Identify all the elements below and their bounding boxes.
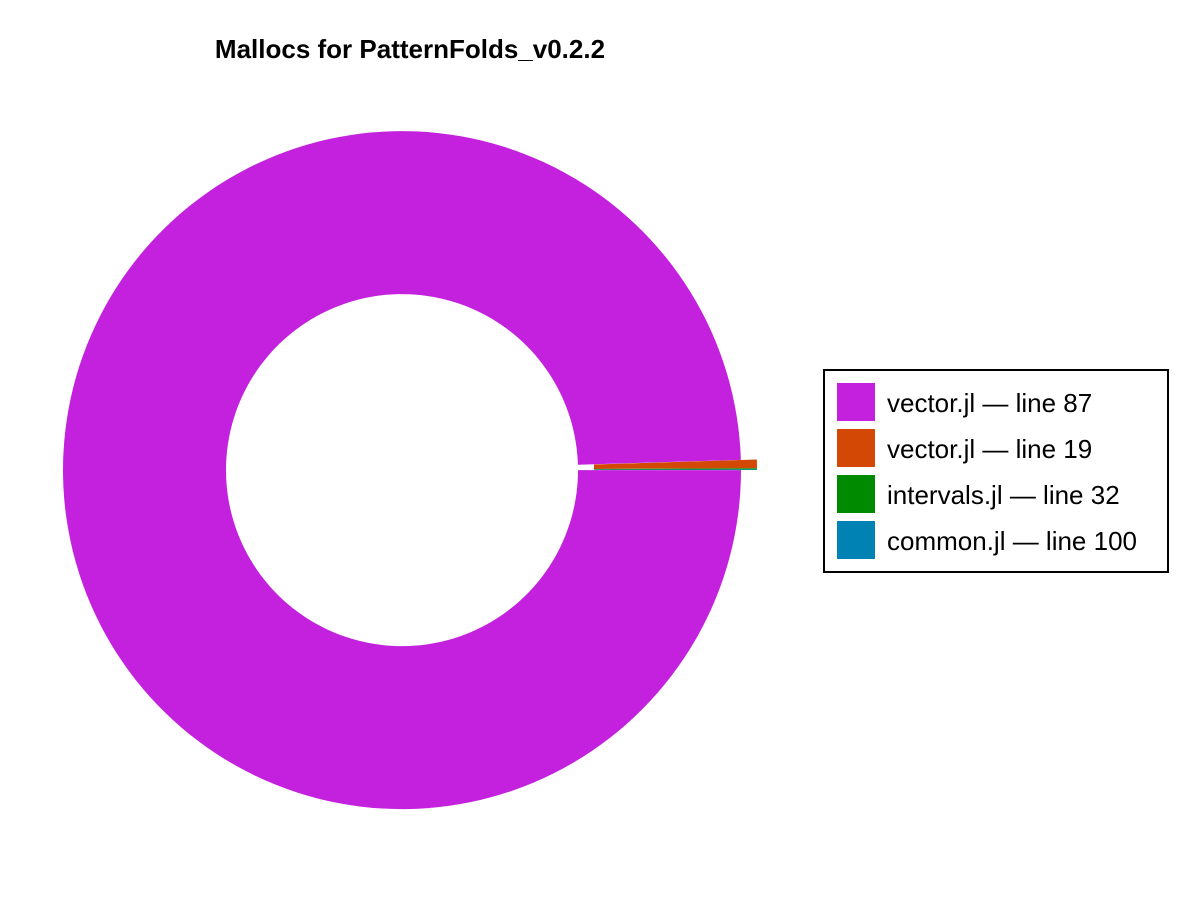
legend-label: intervals.jl — line 32: [887, 480, 1120, 510]
legend-label: vector.jl — line 19: [887, 434, 1092, 464]
legend-label: vector.jl — line 87: [887, 388, 1092, 418]
pie-slices: [63, 131, 757, 810]
legend-items: vector.jl — line 87 vector.jl — line 19 in…: [837, 383, 1137, 559]
pie-slice: [63, 131, 742, 810]
legend-swatch: [837, 429, 875, 467]
pie-slice: [593, 468, 757, 470]
legend-box: [823, 369, 1169, 573]
pie-slice: [593, 469, 757, 470]
legend: vector.jl — line 87 vector.jl — line 19 in…: [823, 369, 1169, 573]
legend-swatch: [837, 521, 875, 559]
chart-title: Mallocs for PatternFolds_v0.2.2: [215, 34, 605, 64]
pie-slice: [593, 459, 757, 469]
legend-swatch: [837, 383, 875, 421]
legend-swatch: [837, 475, 875, 513]
legend-label: common.jl — line 100: [887, 526, 1137, 556]
